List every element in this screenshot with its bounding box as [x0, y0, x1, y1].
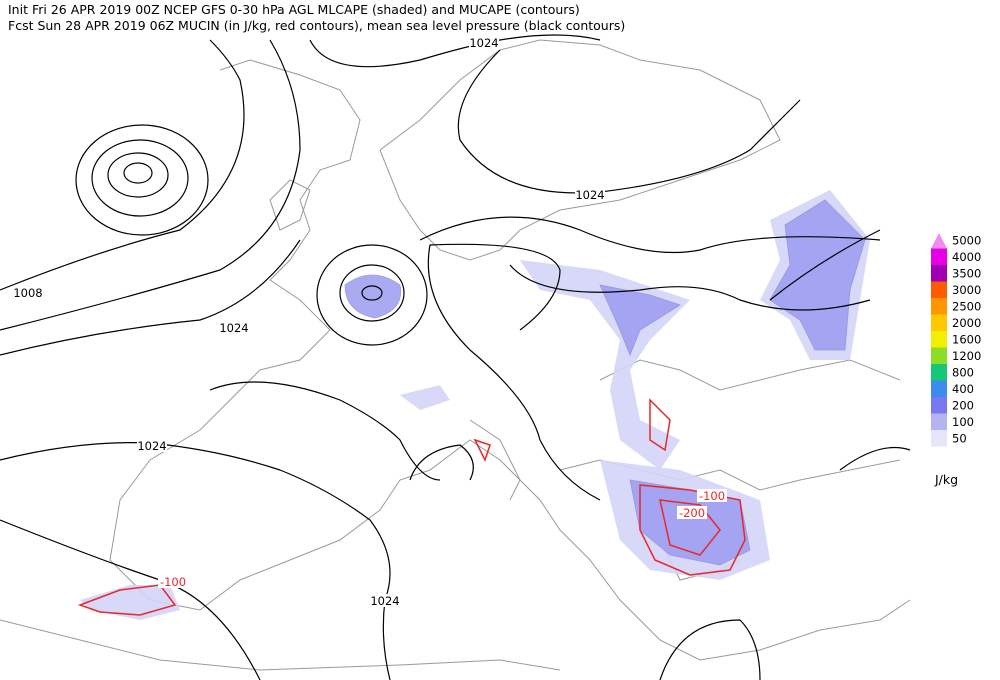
contour-label: 1008: [13, 286, 42, 300]
legend-swatch: [931, 233, 947, 249]
legend-swatch: [931, 248, 947, 265]
isobars: [0, 34, 911, 680]
legend-label: 1600: [952, 332, 981, 346]
legend-swatch: [931, 364, 947, 381]
label-bg: [677, 506, 707, 519]
label-bg: [137, 439, 167, 452]
contour-label: -100: [699, 489, 725, 503]
label-bg: [158, 575, 188, 588]
contour-label: 1024: [469, 36, 498, 50]
legend-swatch: [931, 380, 947, 397]
contour-label: 1024: [137, 439, 166, 453]
legend-unit: J/kg: [934, 472, 958, 487]
legend-swatch: [931, 298, 947, 315]
label-bg: [469, 36, 499, 49]
legend-swatch: [931, 397, 947, 414]
legend-swatch: [931, 331, 947, 348]
legend-label: 100: [952, 415, 974, 429]
label-bg: [370, 594, 400, 607]
contour-label: -100: [160, 575, 186, 589]
contour-label: 1024: [370, 594, 399, 608]
legend-label: 50: [952, 431, 967, 445]
header-line1: Init Fri 26 APR 2019 00Z NCEP GFS 0-30 h…: [8, 2, 580, 17]
contour-label: 1024: [219, 321, 248, 335]
legend-label: 2000: [952, 316, 981, 330]
legend-label: 400: [952, 382, 974, 396]
header-line2: Fcst Sun 28 APR 2019 06Z MUCIN (in J/kg,…: [8, 18, 625, 33]
legend-swatch: [931, 314, 947, 331]
legend-swatch: [931, 413, 947, 430]
legend-label: 200: [952, 398, 974, 412]
label-bg: [219, 321, 249, 334]
legend-label: 3000: [952, 283, 981, 297]
cin-contours: [77, 398, 746, 616]
legend-label: 5000: [952, 233, 981, 247]
label-bg: [575, 188, 605, 201]
label-bg: [13, 286, 43, 299]
legend: J/kg 5000 4000 3500 3000 2500 2000 1600 1200 800…: [931, 233, 981, 487]
legend-swatch: [931, 265, 947, 282]
contour-labels: 1024 1024 1008 1024 1024 1024 -100 -100 -200: [13, 36, 727, 608]
label-bg: [697, 489, 727, 502]
legend-label: 800: [952, 365, 974, 379]
contour-label: 1024: [575, 188, 604, 202]
legend-label: 3500: [952, 266, 981, 280]
legend-label: 1200: [952, 349, 981, 363]
legend-swatch: [931, 430, 947, 447]
legend-swatch: [931, 281, 947, 298]
legend-label: 4000: [952, 250, 981, 264]
contour-label: -200: [679, 506, 705, 520]
legend-label: 2500: [952, 299, 981, 313]
legend-swatch: [931, 347, 947, 364]
